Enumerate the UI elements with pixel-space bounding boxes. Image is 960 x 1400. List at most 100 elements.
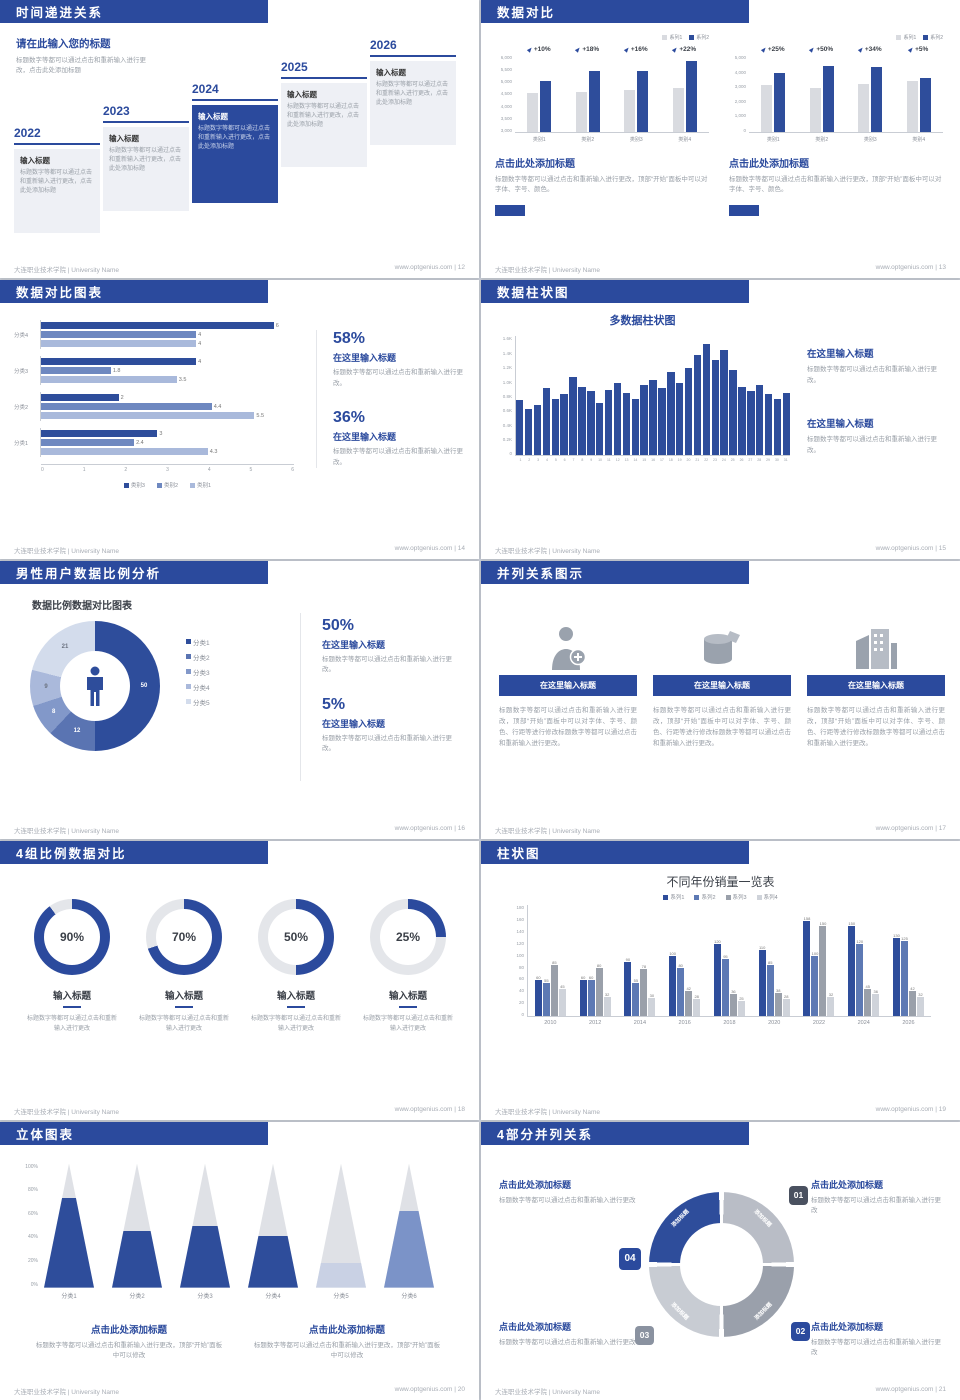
bv19: 100: [669, 951, 677, 957]
nurse-icon: [499, 619, 637, 675]
sw: [694, 894, 700, 900]
gauge-body: 标题数字等都可以通过点击和重新输入进行更改: [26, 1016, 117, 1033]
timeline-divider: [192, 99, 278, 101]
pct13: +50%: [809, 44, 833, 55]
fill20: [112, 1230, 162, 1288]
slide-13-data-comparison[interactable]: 数据对比 系列1 系列2 6,000 5,500 5,000 4,500 4,000 3,5…: [481, 0, 960, 279]
slide-12-time-progression[interactable]: 时间递进关系 请在此输入您的标题 标题数字等都可以通过点击和重新输入进行更改，点…: [0, 0, 479, 279]
sw: [186, 654, 191, 660]
clab20: 分类4: [265, 1293, 281, 1300]
ytick: 180: [516, 905, 524, 911]
donut-hole: [60, 650, 130, 721]
slide-20-3d-cone-chart[interactable]: 立体图表 100% 80% 60% 40% 20% 0% 分类1 分类2 分类3 分类4 分类5 分…: [0, 1121, 479, 1400]
hval14: 3.5: [178, 376, 187, 383]
b19: [603, 997, 611, 1017]
footer-school: 大连职业技术学院 | University Name: [14, 267, 119, 275]
glab14: 分类1: [14, 440, 29, 447]
b19: [766, 965, 774, 1017]
timeline-divider: [14, 143, 100, 145]
sw: [923, 35, 929, 40]
slide-title-bar: 4部分并列关系: [481, 1121, 750, 1145]
ytick: 80%: [27, 1187, 38, 1194]
bars19: 158 100 150 32: [803, 916, 835, 1017]
cone20: 分类6: [384, 1163, 434, 1300]
cone20: 分类4: [248, 1163, 298, 1300]
slide-19-grouped-columns[interactable]: 柱状图 不同年份销量一览表 系列1 系列2 系列3 系列4 180 160 140 120 1…: [481, 841, 960, 1120]
g13: +22% 类别4: [660, 44, 709, 143]
gbars14: 6 4 4: [40, 320, 294, 350]
block-body: 标题数字等都可以通过点击和重新输入进行更改: [811, 1338, 941, 1356]
hval14: 1.8: [112, 367, 121, 374]
timeline-card: 输入标题 标题数字等都可以通过点击和重新输入进行更改，点击此处添加标题: [14, 149, 100, 233]
page-number: 14: [457, 544, 465, 552]
bw19: 45: [864, 984, 872, 1017]
slide-title: 4部分并列关系: [497, 1127, 593, 1142]
timeline-card-title: 输入标题: [287, 90, 317, 99]
timeline-card-title: 输入标题: [376, 68, 406, 77]
gauge-label: 输入标题: [164, 991, 203, 1003]
item-body: 标题数字等都可以通过点击和重新输入进行更改，顶部“开始”面板中可以对字体、字号、…: [653, 706, 791, 747]
bar15: [738, 386, 746, 456]
cat13: 类别4: [912, 137, 926, 143]
ytick: 2,000: [734, 98, 746, 104]
tri20: [316, 1163, 366, 1288]
grouped-bar-chart: 180 160 140 120 100 80 60 40 20 0 60 55 85 45 60 60 80 3…: [511, 905, 931, 1026]
multi-column-chart: 多数据柱状图 1.6K 1.4K 1.2K 1.0K 0.8K 0.6K 0.4K 0.2K 0…: [495, 312, 791, 462]
slide-15-column-chart[interactable]: 数据柱状图 多数据柱状图 1.6K 1.4K 1.2K 1.0K 0.8K 0.6K 0.4…: [481, 280, 960, 559]
ytick: 0%: [30, 1281, 38, 1288]
block-body: 标题数字等都可以通过点击和重新输入进行更改: [499, 1196, 636, 1204]
slide-18-four-ratio-comparison[interactable]: 4组比例数据对比 90% 输入标题 标题数字等都可以通过点击和重新输入进行更改 …: [0, 841, 479, 1120]
chart-plot: +10% 类别1 +18% 类别2 +16% 类别3 +22% 类别4: [515, 44, 709, 143]
block-label: 在这里输入标题: [807, 349, 874, 361]
chart-legend: 系列1 系列2: [729, 34, 943, 41]
chart-plot: +25% 类别1 +50% 类别2 +34% 类别3 +5% 类别4: [749, 44, 943, 143]
b19: [713, 944, 721, 1017]
gauge-label: 输入标题: [276, 991, 315, 1003]
text-block-top-left: 点击此处添加标题 标题数字等都可以通过点击和重新输入进行更改: [499, 1178, 639, 1206]
slide-title-bar: 数据柱状图: [481, 280, 750, 304]
panel-heading: 点击此处添加标题: [729, 159, 809, 170]
bw19: 42: [909, 986, 916, 1017]
slide-17-parallel-relation[interactable]: 并列关系图示 在这里输入标题 标题数字等都可以通过点击和重新输入进行更改，顶部“…: [481, 560, 960, 840]
bv19: 55: [633, 978, 639, 984]
bw19: 60: [534, 975, 542, 1017]
timeline-year: 2022: [14, 126, 41, 140]
ytick: 80: [518, 964, 524, 970]
cone20: 分类1: [44, 1163, 94, 1300]
bar15: [729, 369, 737, 456]
bw19: 125: [901, 936, 908, 1017]
stat-block: 58% 在这里输入标题 标题数字等都可以通过点击和重新输入进行更改。: [333, 330, 466, 389]
bw19: 90: [624, 957, 632, 1017]
bw19: 78: [640, 964, 648, 1017]
page-number: 16: [457, 825, 465, 833]
b19: [677, 968, 685, 1017]
bar15: [747, 391, 755, 456]
cat13: 类别1: [532, 137, 546, 143]
bw19: 85: [550, 960, 558, 1017]
bars13: [894, 55, 943, 133]
bar15: [516, 399, 524, 456]
ytick: 5,000: [500, 79, 512, 85]
ytick: 120: [516, 940, 524, 946]
g13: +16% 类别3: [612, 44, 661, 143]
bar15: [764, 394, 773, 456]
bar15: [587, 391, 595, 456]
ytick: 20%: [27, 1257, 38, 1264]
cat13: 类别3: [629, 137, 643, 143]
gauge-body: 标题数字等都可以通过点击和重新输入进行更改: [250, 1016, 341, 1033]
panel-body: 标题数字等都可以通过点击和重新输入进行更改，顶部“开始”面板中可以对字体、字号、…: [495, 176, 708, 194]
slide-14-comparison-chart[interactable]: 数据对比图表 分类4 6 4 4 分类3 4 1.8 3.5 分类2 2 4.4 5.5 分类1 3 2.4…: [0, 280, 479, 559]
dlab16: 9: [44, 684, 48, 691]
bar13: [919, 78, 931, 132]
bw19: 28: [693, 994, 701, 1017]
slide-21-four-part-relation[interactable]: 4部分并列关系 添加标题 添加标题 添加标题 添加标题 01 02 03 04 …: [481, 1121, 960, 1400]
sw: [186, 684, 191, 690]
bar13: [588, 71, 600, 132]
bw19: 55: [632, 978, 640, 1017]
slide-16-male-ratio-analysis[interactable]: 男性用户数据比例分析 数据比例数据对比图表 50 12 8 9 21 分类1 分类2 分类3…: [0, 560, 479, 840]
bars13: [846, 55, 895, 133]
bv19: 120: [714, 939, 721, 945]
lgit: 类别3: [123, 481, 145, 489]
